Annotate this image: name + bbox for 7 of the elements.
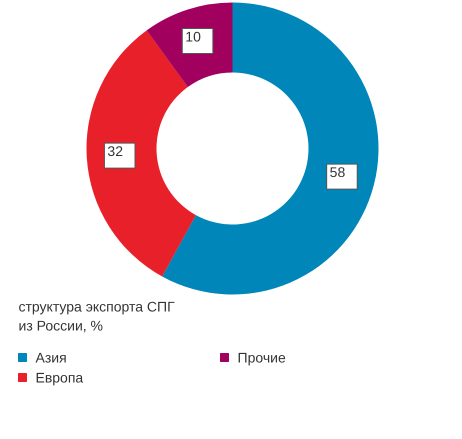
data-label: 32 xyxy=(107,143,124,160)
data-label: 10 xyxy=(185,28,202,45)
legend-label: Европа xyxy=(36,370,84,386)
legend-label: Азия xyxy=(36,350,67,366)
legend-label: Прочие xyxy=(238,350,286,366)
text: структура экспорта СПГ из России, % xyxy=(18,298,176,334)
data-label: 58 xyxy=(330,164,346,180)
